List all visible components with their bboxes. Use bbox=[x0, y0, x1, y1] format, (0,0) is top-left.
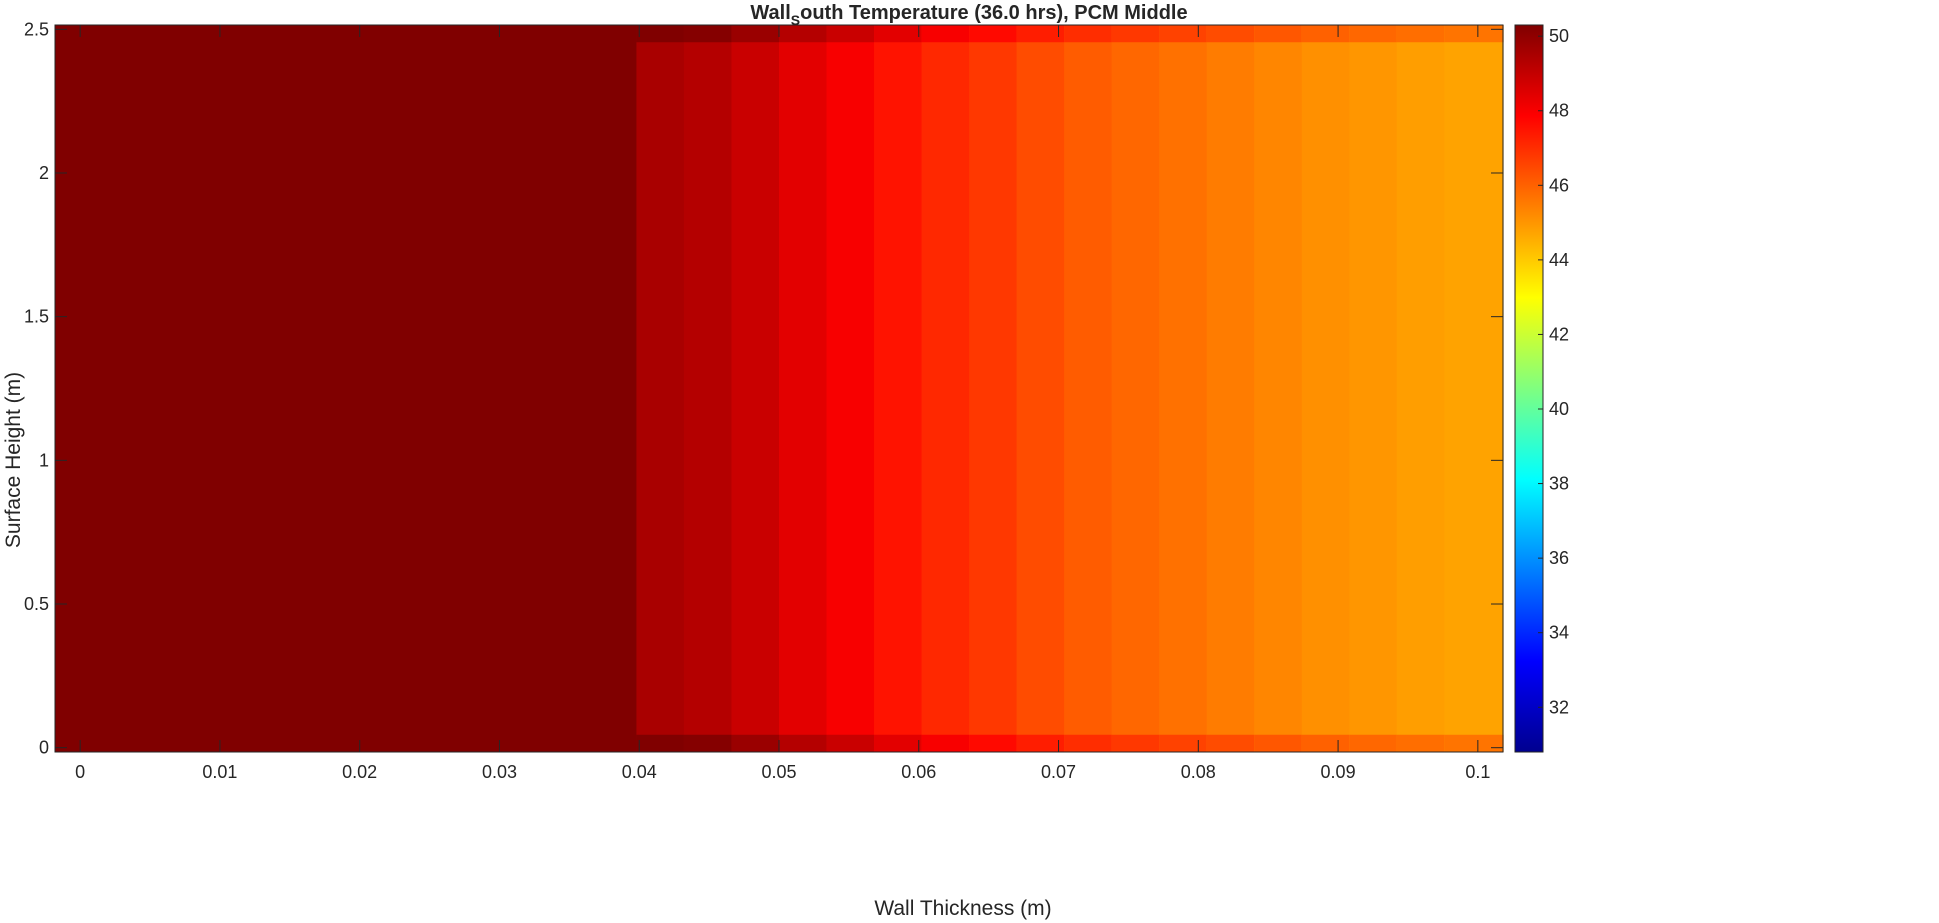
heatmap-column bbox=[1444, 25, 1504, 752]
heatmap-column bbox=[55, 25, 638, 752]
colorbar bbox=[1514, 24, 1544, 753]
heatmap-edge-cell bbox=[683, 734, 733, 752]
heatmap-edge-cell bbox=[1254, 25, 1303, 43]
y-tick-label: 0 bbox=[39, 738, 49, 758]
x-tick-label: 0.01 bbox=[202, 762, 237, 782]
heatmap-edge-cell bbox=[1064, 25, 1113, 43]
x-tick-label: 0.04 bbox=[622, 762, 657, 782]
heatmap-edge-cell bbox=[1111, 25, 1160, 43]
colorbar-ticks: 32 34 36 38 40 42 44 46 48 50 bbox=[1538, 26, 1569, 717]
heatmap-edge-cell bbox=[826, 25, 875, 43]
heatmap-edge-cell bbox=[731, 734, 780, 752]
y-tick-label: 2.5 bbox=[24, 19, 49, 39]
heatmap-column bbox=[1301, 25, 1350, 752]
heatmap-edge-cell bbox=[1349, 25, 1398, 43]
heatmap-edge-cell bbox=[1396, 25, 1445, 43]
heatmap-column bbox=[874, 25, 923, 752]
heatmap-edge-cell bbox=[1016, 734, 1065, 752]
heatmap-edge-cell bbox=[1301, 25, 1350, 43]
heatmap-edge-cell bbox=[779, 25, 828, 43]
heatmap-plot-area bbox=[55, 25, 1504, 752]
heatmap-edge-cell bbox=[1016, 25, 1065, 43]
heatmap-edge-cell bbox=[1206, 734, 1255, 752]
heatmap-edge-cell bbox=[969, 734, 1018, 752]
colorbar-tick-label: 38 bbox=[1549, 474, 1569, 494]
heatmap-edge-cell bbox=[1444, 734, 1504, 752]
heatmap-column bbox=[683, 25, 733, 752]
y-tick-label: 1.5 bbox=[24, 307, 49, 327]
heatmap-edge-cell bbox=[636, 25, 685, 43]
heatmap-edge-cell bbox=[1064, 734, 1113, 752]
y-tick-label: 0.5 bbox=[24, 594, 49, 614]
heatmap-column bbox=[1016, 25, 1065, 752]
x-tick-label: 0.07 bbox=[1041, 762, 1076, 782]
y-tick-label: 2 bbox=[39, 163, 49, 183]
axes-box bbox=[54, 24, 1504, 753]
heatmap-edge-cell bbox=[1159, 25, 1208, 43]
colorbar-tick-label: 48 bbox=[1549, 101, 1569, 121]
heatmap-column bbox=[1064, 25, 1113, 752]
y-axis-label: Surface Height (m) bbox=[2, 372, 25, 548]
heatmap-column bbox=[779, 25, 828, 752]
heatmap-edge-cell bbox=[1254, 734, 1303, 752]
heatmap-column bbox=[1206, 25, 1255, 752]
heatmap-edge-cell bbox=[874, 734, 923, 752]
x-axis: 0 0.01 0.02 0.03 0.04 0.05 0.06 0.07 0.08 0.09 0.1 bbox=[75, 25, 1490, 782]
heatmap-column bbox=[1396, 25, 1445, 752]
x-tick-label: 0.1 bbox=[1465, 762, 1490, 782]
heatmap-edge-cell bbox=[969, 25, 1018, 43]
x-tick-label: 0.05 bbox=[761, 762, 796, 782]
heatmap-column bbox=[1349, 25, 1398, 752]
heatmap-column bbox=[1111, 25, 1160, 752]
heatmap-edge-cell bbox=[1444, 25, 1504, 43]
heatmap-edge-cell bbox=[1301, 734, 1350, 752]
x-tick-label: 0.09 bbox=[1321, 762, 1356, 782]
colorbar-tick-label: 44 bbox=[1549, 250, 1569, 270]
heatmap-column bbox=[731, 25, 780, 752]
heatmap-edge-cell bbox=[1396, 734, 1445, 752]
x-tick-label: 0.03 bbox=[482, 762, 517, 782]
heatmap-edge-cell bbox=[921, 734, 970, 752]
heatmap-edge-cell bbox=[779, 734, 828, 752]
colorbar-tick-label: 40 bbox=[1549, 399, 1569, 419]
chart-title-rest: outh Temperature (36.0 hrs), PCM Middle bbox=[800, 2, 1187, 24]
chart-title-subscript: S bbox=[791, 12, 800, 28]
colorbar-tick-label: 32 bbox=[1549, 697, 1569, 717]
heatmap-column bbox=[636, 25, 685, 752]
x-axis-label: Wall Thickness (m) bbox=[874, 897, 1051, 920]
colorbar-tick-label: 34 bbox=[1549, 623, 1569, 643]
y-tick-label: 1 bbox=[39, 450, 49, 470]
colorbar-tick-label: 42 bbox=[1549, 324, 1569, 344]
heatmap-edge-cell bbox=[683, 25, 733, 43]
x-tick-label: 0.08 bbox=[1181, 762, 1216, 782]
heatmap-edge-cell bbox=[1206, 25, 1255, 43]
heatmap-edge-cell bbox=[921, 25, 970, 43]
heatmap-edge-cell bbox=[874, 25, 923, 43]
heatmap-column bbox=[1254, 25, 1303, 752]
chart-title: WallSouth Temperature (36.0 hrs), PCM Mi… bbox=[750, 2, 1187, 28]
heatmap-edge-cell bbox=[826, 734, 875, 752]
heatmap-column bbox=[1159, 25, 1208, 752]
colorbar-tick-label: 50 bbox=[1549, 26, 1569, 46]
heatmap-edge-cell bbox=[1159, 734, 1208, 752]
x-tick-label: 0.06 bbox=[901, 762, 936, 782]
y-axis: 0 0.5 1 1.5 2 2.5 bbox=[24, 19, 1503, 758]
colorbar-tick-label: 46 bbox=[1549, 175, 1569, 195]
heatmap-edge-cell bbox=[1111, 734, 1160, 752]
heatmap-edge-cell bbox=[636, 734, 685, 752]
heatmap-column bbox=[921, 25, 970, 752]
heatmap-edge-cell bbox=[1349, 734, 1398, 752]
chart-title-main: Wall bbox=[750, 2, 790, 24]
heatmap-column bbox=[969, 25, 1018, 752]
heatmap-column bbox=[826, 25, 875, 752]
x-tick-label: 0 bbox=[75, 762, 85, 782]
colorbar-tick-label: 36 bbox=[1549, 548, 1569, 568]
x-tick-label: 0.02 bbox=[342, 762, 377, 782]
heatmap-edge-cell bbox=[731, 25, 780, 43]
